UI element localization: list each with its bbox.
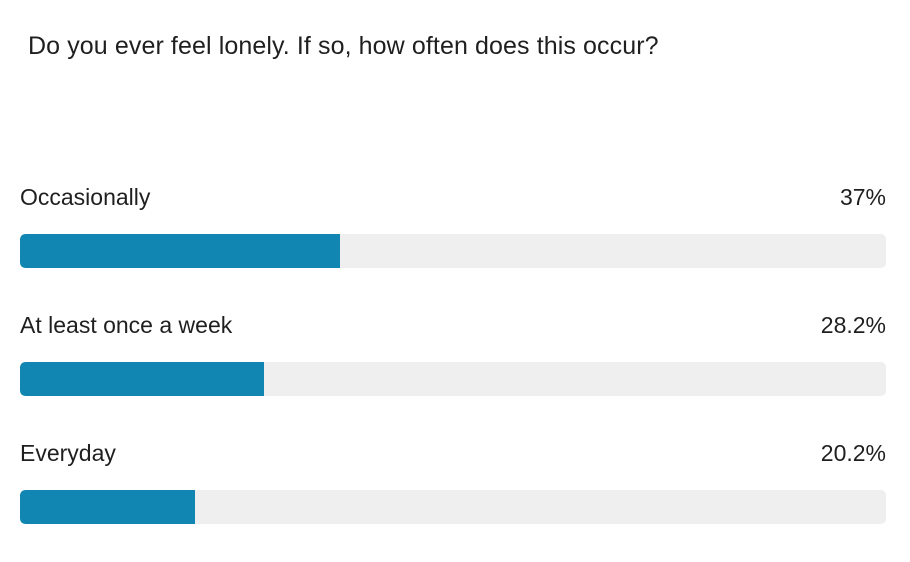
poll-option-occasionally: Occasionally 37% bbox=[20, 182, 886, 278]
option-percent: 28.2% bbox=[820, 312, 886, 338]
poll-question: Do you ever feel lonely. If so, how ofte… bbox=[28, 32, 659, 60]
poll-option-at-least-once-a-week: At least once a week 28.2% bbox=[20, 310, 886, 406]
option-label: Everyday bbox=[20, 440, 116, 466]
bar-track bbox=[20, 234, 886, 268]
option-label: At least once a week bbox=[20, 312, 233, 338]
poll-option-everyday: Everyday 20.2% bbox=[20, 438, 886, 534]
bar-track bbox=[20, 362, 886, 396]
option-percent: 20.2% bbox=[820, 440, 886, 466]
bar-track bbox=[20, 490, 886, 524]
option-percent: 37% bbox=[839, 184, 886, 210]
bar-fill bbox=[20, 234, 341, 268]
bar-fill bbox=[20, 490, 195, 524]
option-label: Occasionally bbox=[20, 184, 151, 210]
bar-fill bbox=[20, 362, 265, 396]
